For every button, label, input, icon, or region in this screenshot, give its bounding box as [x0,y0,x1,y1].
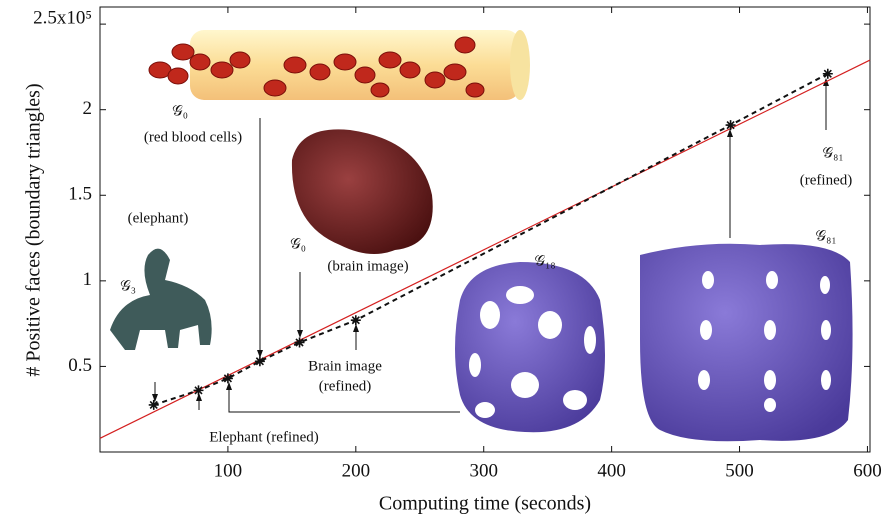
y-tick-label: 0.5 [68,355,92,376]
point-marker [149,400,159,410]
x-tick-label: 300 [469,460,498,481]
x-tick-label: 600 [853,460,882,481]
point-marker [255,356,265,366]
y-tick-label: 2 [83,98,93,119]
y-axis-label: # Positive faces (boundary triangles) [23,83,45,376]
point-marker [823,69,833,79]
annotation: (brain image) [327,258,408,274]
chart: Computing time (seconds) # Positive face… [0,0,890,522]
point-marker [726,120,736,130]
annotation: 𝒢₀ [290,236,306,252]
annotation: (elephant) [128,210,189,226]
annotation: Elephant (refined) [209,429,319,445]
illustrations [110,30,853,441]
y-tick-label: 1.5 [68,184,92,205]
point-marker [223,373,233,383]
x-tick-label: 200 [342,460,371,481]
y-tick-label: 1 [83,269,93,290]
point-marker [193,385,203,395]
x-tick-label: 400 [597,460,626,481]
annotation: 𝒢₈₁ [822,145,843,161]
annotation: 𝒢₀ [172,103,188,119]
annotation: (refined) [319,378,371,394]
annotation: 𝒢₈₁ [815,228,836,244]
y-tick-label: 2.5x10⁵ [33,7,92,28]
point-marker [351,315,361,325]
annotation: 𝒢₃ [120,278,136,294]
x-tick-label: 500 [725,460,754,481]
annotation: (red blood cells) [144,129,242,145]
x-axis-label: Computing time (seconds) [379,493,591,515]
annotation: Brain image [308,358,382,374]
point-marker [295,337,305,347]
annotation: (refined) [800,172,852,188]
x-tick-label: 100 [214,460,243,481]
annotation: 𝒢₁₈ [534,253,555,269]
